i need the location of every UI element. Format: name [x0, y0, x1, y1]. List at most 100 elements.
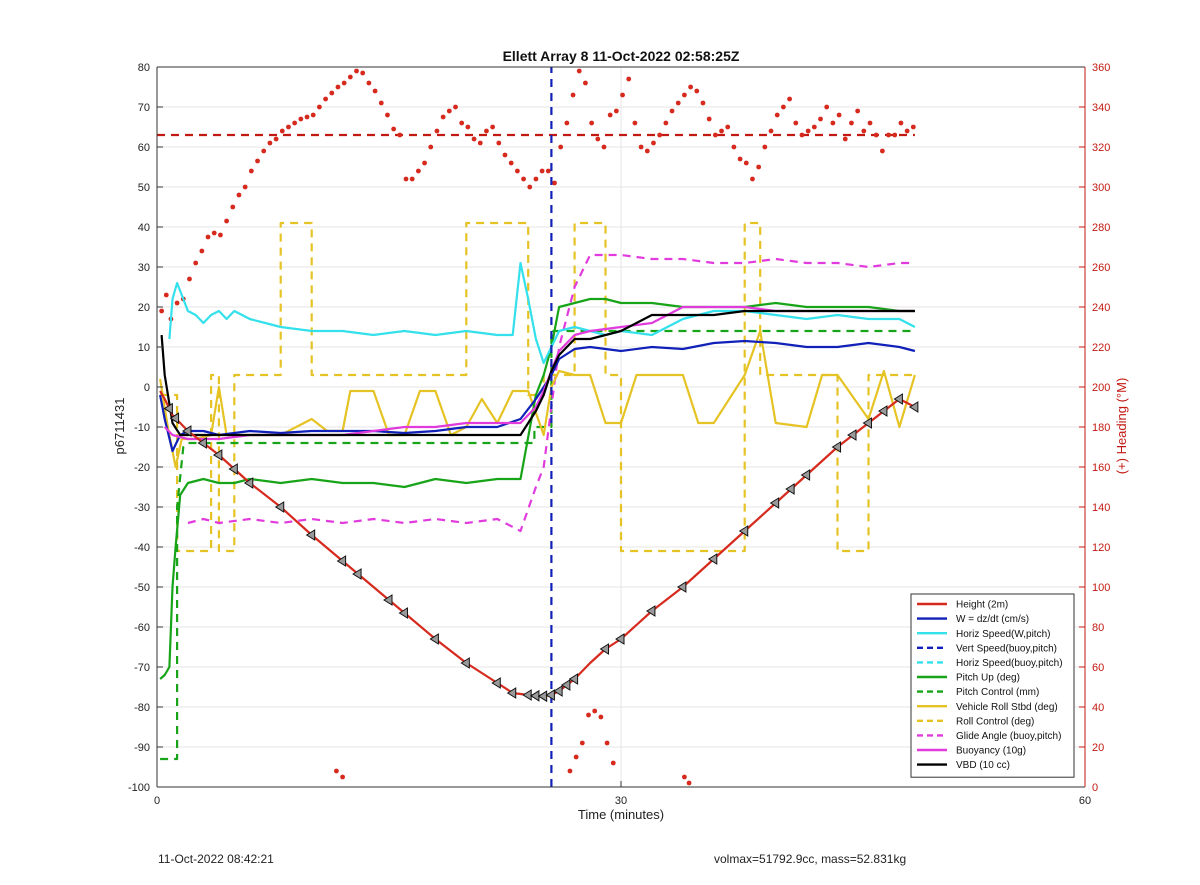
series-heading-point — [886, 132, 891, 138]
series-heading-point — [440, 114, 446, 120]
y-tick-label-left: -30 — [134, 502, 150, 514]
series-heading-point — [236, 192, 242, 198]
height-triangle-marker — [568, 673, 579, 685]
series-heading-point — [378, 100, 384, 106]
y-tick-label-right: 20 — [1092, 742, 1104, 754]
series-heading-point — [855, 108, 861, 114]
legend-label: Buoyancy (10g) — [956, 746, 1026, 757]
footer-timestamp: 11-Oct-2022 08:42:21 — [158, 852, 274, 866]
series-heading-point — [403, 176, 409, 182]
series-heading-point — [409, 176, 415, 182]
series-heading-point — [465, 124, 471, 130]
series-heading-point — [527, 184, 533, 190]
series-heading-point — [159, 308, 165, 314]
series-heading-point — [329, 90, 335, 96]
series-heading-point — [391, 126, 397, 132]
height-triangle-marker — [460, 657, 470, 669]
series-heading-point — [459, 120, 465, 126]
series-heading-point — [205, 234, 211, 240]
y-tick-label-right: 300 — [1092, 182, 1110, 194]
height-triangle-marker — [545, 689, 555, 701]
legend-label: Glide Angle (buoy,pitch) — [956, 731, 1061, 742]
series-heading-point — [292, 120, 298, 126]
series-heading-point — [613, 108, 619, 114]
y-tick-label-right: 340 — [1092, 102, 1110, 114]
legend-box — [910, 593, 1075, 778]
series-heading-point — [521, 176, 526, 182]
height-triangle-marker — [908, 401, 919, 413]
y-tick-label-right: 180 — [1092, 422, 1110, 434]
y-tick-label-right: 240 — [1092, 302, 1110, 314]
series-heading-point — [731, 144, 737, 150]
height-triangle-marker — [738, 525, 749, 537]
height-triangle-marker — [491, 677, 501, 689]
series-heading-point — [774, 112, 780, 118]
series-heading-point — [496, 140, 502, 146]
series-heading-point — [286, 124, 291, 130]
series-heading-point — [830, 120, 836, 126]
series-heading-point — [910, 124, 916, 130]
series-heading-point — [688, 84, 693, 90]
height-triangle-marker — [228, 463, 238, 475]
series-heading-point — [174, 300, 180, 306]
series-heading-point — [762, 144, 768, 150]
series-heading-point — [620, 92, 625, 98]
series-heading-point — [873, 132, 879, 138]
height-triangle-marker — [506, 687, 517, 699]
series-heading-point — [743, 160, 749, 166]
series-heading-point — [298, 116, 304, 122]
series-heading-point — [502, 152, 508, 158]
height-triangle-marker — [212, 449, 223, 461]
series-heading-point — [372, 88, 378, 94]
series-heading-point — [793, 120, 799, 126]
y-tick-label-right: 120 — [1092, 542, 1110, 554]
series-heading-point — [737, 156, 743, 162]
legend: Height (2m) W = dz/dt (cm/s) Horiz Speed(W… — [910, 593, 1075, 778]
y-tick-label-left: 80 — [138, 62, 150, 74]
legend-label: Height (2m) — [956, 600, 1008, 611]
series-heading-point — [248, 168, 254, 174]
series-heading-point — [849, 120, 854, 126]
series-heading-point — [610, 760, 616, 766]
series-heading-point — [867, 120, 873, 126]
series-heading-point — [317, 104, 322, 110]
series-heading-point — [904, 128, 910, 134]
series-heading-point — [592, 708, 598, 714]
series-heading-point — [756, 164, 762, 170]
series-heading-point — [576, 68, 582, 74]
series-heading-point — [811, 124, 817, 130]
series-heading-point — [657, 132, 663, 138]
y-tick-label-right: 100 — [1092, 582, 1110, 594]
series-heading-point — [626, 76, 632, 82]
legend-label: Vert Speed(buoy,pitch) — [956, 643, 1057, 654]
series-heading-point — [422, 160, 427, 166]
series-heading-point — [686, 780, 692, 786]
height-triangle-marker — [676, 581, 687, 593]
y-tick-label-left: -100 — [128, 782, 150, 794]
series-heading-point — [453, 104, 458, 110]
series-heading-point — [242, 184, 248, 190]
series-heading-point — [255, 158, 260, 164]
height-triangle-marker — [169, 412, 180, 425]
x-tick-label: 60 — [1079, 795, 1091, 807]
series-layer — [157, 67, 919, 787]
series-heading-point — [334, 768, 339, 774]
series-heading-point — [323, 96, 328, 102]
height-triangle-marker — [877, 405, 888, 417]
series-heading-point — [471, 136, 477, 142]
series-heading-point — [545, 168, 551, 174]
series-heading-point — [700, 100, 706, 106]
legend-label: W = dz/dt (cm/s) — [956, 614, 1029, 625]
series-heading-point — [514, 168, 520, 174]
series-heading-point — [304, 114, 310, 120]
series-heading-point — [490, 124, 496, 130]
series-heading-point — [644, 148, 650, 154]
series-heading-point — [787, 96, 792, 102]
y-tick-label-left: -90 — [134, 742, 150, 754]
series-heading-point — [539, 168, 545, 174]
legend-label: Horiz Speed(buoy,pitch) — [956, 658, 1063, 669]
series-heading-point — [267, 140, 273, 146]
height-triangle-marker — [769, 497, 780, 509]
series-w-dz-dt-cm-s-line — [159, 339, 916, 453]
legend-label: Roll Control (deg) — [956, 716, 1034, 727]
